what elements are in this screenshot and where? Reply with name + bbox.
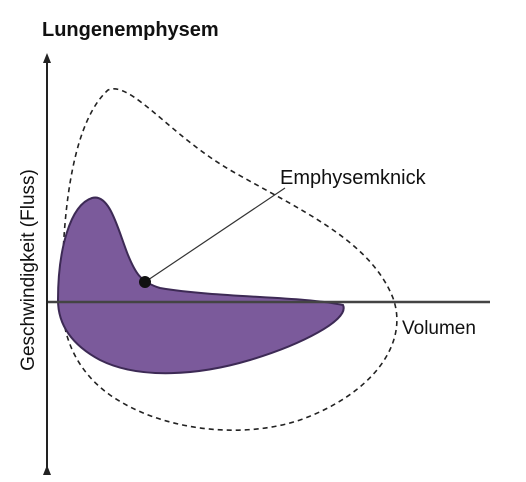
annotation: Emphysemknick	[280, 167, 427, 189]
normal-loop	[61, 88, 398, 431]
title: Lungenemphysem	[42, 19, 219, 41]
annotation-line	[144, 187, 286, 283]
knick-point	[139, 276, 151, 288]
y-axis-label: Geschwindigkeit (Fluss)	[18, 169, 39, 371]
emphysema-loop	[56, 196, 345, 375]
x-axis-label: Volumen	[402, 318, 476, 339]
